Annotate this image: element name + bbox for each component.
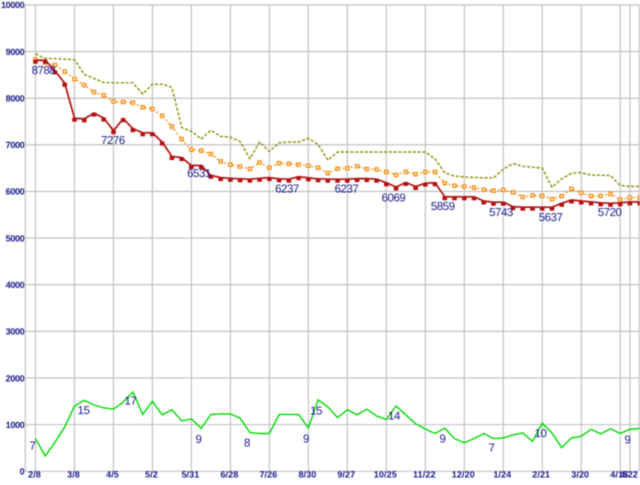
svg-text:1/24: 1/24	[493, 470, 511, 480]
svg-text:5/31: 5/31	[181, 470, 199, 480]
svg-text:5637: 5637	[539, 212, 563, 224]
svg-text:7000: 7000	[6, 140, 25, 150]
svg-text:14: 14	[388, 411, 401, 423]
svg-text:6237: 6237	[275, 184, 299, 196]
svg-text:9/27: 9/27	[337, 470, 355, 480]
svg-text:5743: 5743	[489, 207, 513, 219]
svg-text:17: 17	[125, 396, 137, 408]
svg-text:10: 10	[535, 428, 547, 440]
svg-text:15: 15	[310, 406, 322, 418]
svg-text:8000: 8000	[6, 94, 25, 104]
svg-text:2/21: 2/21	[532, 470, 550, 480]
svg-text:9: 9	[196, 434, 202, 446]
svg-text:5000: 5000	[6, 233, 25, 243]
svg-text:3/20: 3/20	[571, 470, 589, 480]
svg-text:4/22: 4/22	[620, 470, 638, 480]
svg-text:6000: 6000	[6, 187, 25, 197]
svg-text:1000: 1000	[6, 420, 25, 430]
svg-text:4/5: 4/5	[106, 470, 119, 480]
svg-text:7/26: 7/26	[259, 470, 277, 480]
svg-text:12/20: 12/20	[452, 470, 475, 480]
svg-text:3000: 3000	[6, 327, 25, 337]
svg-text:7: 7	[30, 441, 36, 453]
svg-text:7: 7	[489, 443, 495, 455]
svg-text:10/25: 10/25	[374, 470, 397, 480]
svg-text:8788: 8788	[32, 65, 56, 77]
svg-text:2/8: 2/8	[28, 470, 41, 480]
svg-text:2000: 2000	[6, 373, 25, 383]
svg-text:8: 8	[244, 438, 250, 450]
svg-text:5720: 5720	[598, 207, 622, 219]
svg-text:8/30: 8/30	[298, 470, 316, 480]
svg-text:6237: 6237	[335, 184, 359, 196]
svg-text:9000: 9000	[6, 47, 25, 57]
svg-text:9: 9	[303, 434, 309, 446]
svg-text:3/8: 3/8	[67, 470, 80, 480]
svg-text:0: 0	[20, 467, 25, 477]
svg-text:6069: 6069	[382, 192, 406, 204]
svg-text:5/2: 5/2	[145, 470, 158, 480]
svg-text:4000: 4000	[6, 280, 25, 290]
svg-text:9: 9	[625, 435, 631, 447]
svg-text:4/15: 4/15	[610, 470, 628, 480]
svg-text:7276: 7276	[101, 135, 125, 147]
svg-text:10000: 10000	[1, 0, 25, 10]
svg-text:6531: 6531	[187, 168, 211, 180]
svg-text:15: 15	[78, 405, 90, 417]
svg-text:11/22: 11/22	[413, 470, 436, 480]
svg-text:9: 9	[440, 434, 446, 446]
svg-text:5859: 5859	[431, 201, 455, 213]
svg-text:6/28: 6/28	[220, 470, 238, 480]
